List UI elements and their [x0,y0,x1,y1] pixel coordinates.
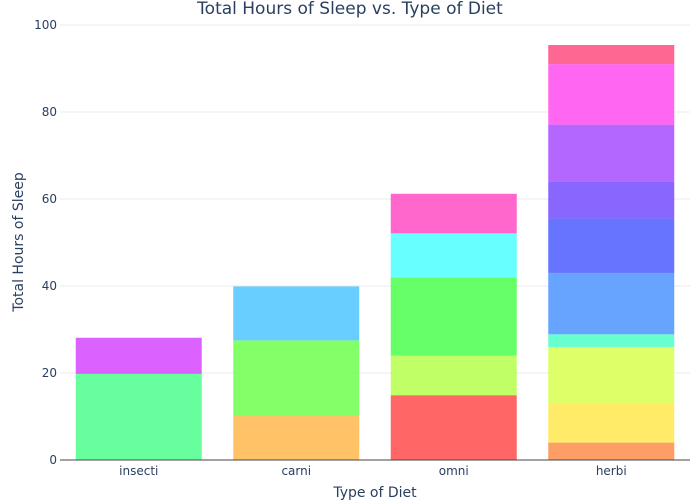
bar-stack-omni [390,193,517,460]
x-tick-label: carni [281,464,311,478]
y-tick-label: 40 [42,279,57,293]
bar-segment[interactable] [390,395,517,460]
bar-segment[interactable] [548,272,675,335]
bar-segment[interactable] [548,334,675,347]
y-tick-label: 80 [42,105,57,119]
bar-segment[interactable] [548,218,675,273]
bar-segment[interactable] [548,64,675,125]
bar-segment[interactable] [233,340,360,417]
bar-stack-herbi [548,45,675,460]
bar-segment[interactable] [390,277,517,356]
x-tick-label: omni [439,464,469,478]
bar-segment[interactable] [390,355,517,396]
y-tick-label: 0 [49,453,57,467]
y-tick-label: 60 [42,192,57,206]
bar-segment[interactable] [548,45,675,65]
bar-segment[interactable] [548,346,675,404]
bar-stack-carni [233,286,360,460]
bar-segment[interactable] [548,181,675,219]
bar-segment[interactable] [390,193,517,234]
axes: 0 20 40 60 80 100 insecti carni omni herbi [34,18,690,478]
bars [75,45,675,460]
x-tick-label: herbi [596,464,627,478]
bar-segment[interactable] [233,416,360,460]
chart-title: Total Hours of Sleep vs. Type of Diet [196,0,503,19]
bar-segment[interactable] [390,233,517,278]
bar-segment[interactable] [548,442,675,460]
bar-segment[interactable] [548,124,675,182]
y-tick-label: 20 [42,366,57,380]
y-tick-label: 100 [34,18,57,32]
bar-segment[interactable] [233,286,360,341]
y-axis-title: Total Hours of Sleep [11,172,27,313]
x-tick-label: insecti [119,464,158,478]
bar-segment[interactable] [75,337,202,374]
bar-stack-insecti [75,337,202,460]
bar-segment[interactable] [548,403,675,443]
bar-segment[interactable] [75,373,202,460]
x-axis-title: Type of Diet [332,485,417,500]
